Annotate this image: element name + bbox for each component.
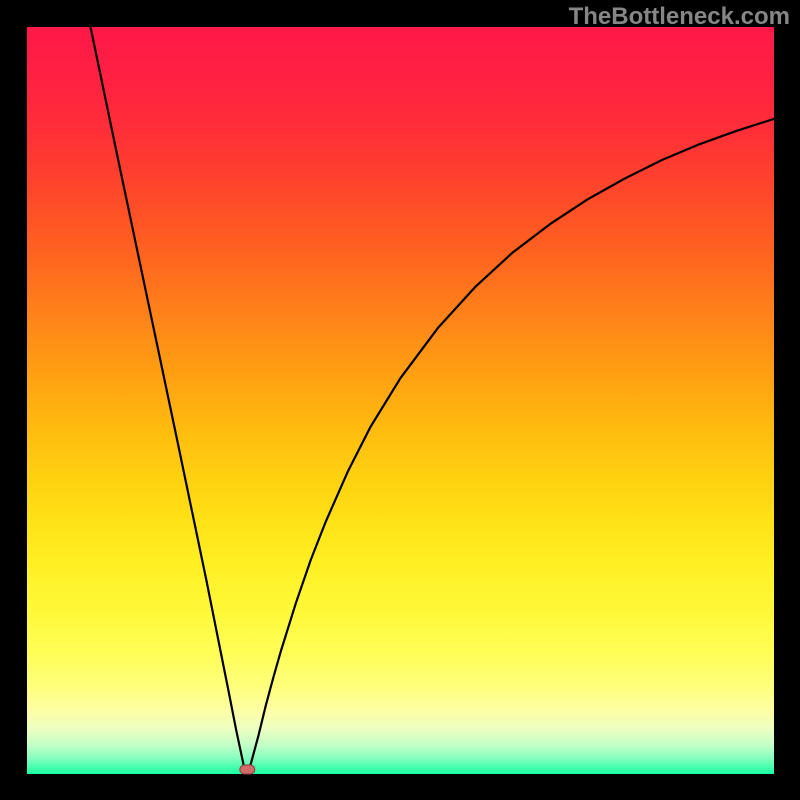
- plot-area: [27, 27, 774, 774]
- chart-frame: TheBottleneck.com: [0, 0, 800, 800]
- optimal-point-marker: [240, 764, 255, 775]
- bottleneck-curve: [27, 27, 774, 774]
